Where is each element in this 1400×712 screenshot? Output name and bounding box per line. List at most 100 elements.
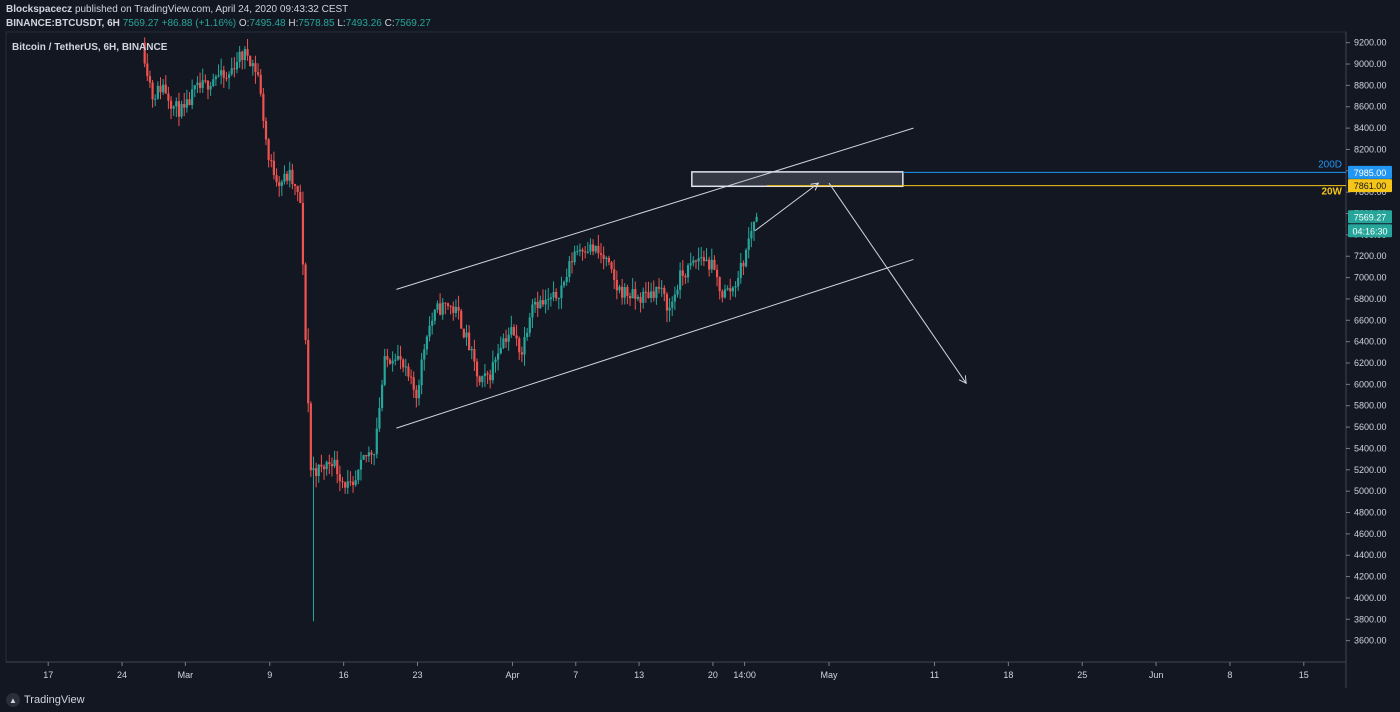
candle-body bbox=[143, 42, 146, 64]
candle-body bbox=[697, 258, 700, 262]
candle-body bbox=[694, 260, 698, 262]
candle-body bbox=[549, 297, 552, 300]
candle-body bbox=[568, 261, 571, 278]
candle-body bbox=[626, 287, 629, 296]
candle-body bbox=[286, 173, 289, 181]
candle-body bbox=[275, 175, 278, 183]
price-chart[interactable]: 200D 20W 9200.009000.008800.008600.008400… bbox=[0, 0, 1400, 688]
candle-body bbox=[673, 294, 676, 302]
author-name[interactable]: Blockspacecz bbox=[6, 4, 73, 15]
candle-body bbox=[354, 480, 357, 486]
candle-body bbox=[449, 305, 452, 307]
tradingview-logo-text: TradingView bbox=[24, 694, 85, 706]
plot-frame bbox=[5, 31, 1347, 663]
candle-body bbox=[668, 307, 671, 311]
chart-title: Bitcoin / TetherUS, 6H, BINANCE bbox=[12, 42, 168, 53]
candle-body bbox=[441, 302, 444, 315]
candle-body bbox=[359, 459, 363, 470]
price-tick-label: 8200.00 bbox=[1354, 144, 1387, 154]
candle-body bbox=[573, 251, 576, 263]
candle-body bbox=[689, 263, 692, 266]
candle-body bbox=[515, 335, 518, 339]
candle-body bbox=[407, 366, 410, 377]
candle-body bbox=[233, 68, 236, 70]
candle-body bbox=[631, 289, 634, 299]
candle-body bbox=[576, 251, 579, 253]
resistance-box[interactable] bbox=[691, 171, 904, 188]
candle-body bbox=[198, 82, 202, 88]
arrow-up-head bbox=[810, 182, 820, 191]
time-tick-label: 18 bbox=[1003, 670, 1013, 680]
candle-body bbox=[146, 63, 149, 77]
candle-body bbox=[483, 373, 487, 376]
level-name-200d: 200D bbox=[1318, 159, 1342, 170]
candle-body bbox=[256, 72, 260, 75]
candle-body bbox=[586, 251, 589, 253]
candle-body bbox=[452, 306, 455, 313]
price-tick-label: 6600.00 bbox=[1354, 315, 1387, 325]
candle-body bbox=[341, 481, 344, 483]
badge-200d-label: 7985.00 bbox=[1354, 168, 1387, 178]
candle-body bbox=[278, 182, 281, 187]
candle-body bbox=[383, 356, 386, 385]
candle-body bbox=[328, 462, 331, 465]
candle-body bbox=[565, 277, 568, 283]
candle-body bbox=[148, 76, 152, 83]
candle-body bbox=[454, 307, 458, 313]
candle-body bbox=[599, 253, 603, 255]
candle-body bbox=[710, 259, 713, 270]
candle-body bbox=[351, 481, 355, 486]
price-tick-label: 3800.00 bbox=[1354, 614, 1387, 624]
time-tick-label: 8 bbox=[1227, 670, 1232, 680]
candle-body bbox=[399, 356, 402, 360]
candle-body bbox=[660, 287, 663, 289]
candle-body bbox=[679, 270, 682, 290]
channel-lower-line[interactable] bbox=[396, 258, 914, 429]
candle-body bbox=[504, 338, 508, 342]
time-tick-label: 15 bbox=[1299, 670, 1309, 680]
candle-body bbox=[396, 356, 399, 360]
time-tick-label: Apr bbox=[505, 670, 519, 680]
price-tick-label: 9000.00 bbox=[1354, 59, 1387, 69]
last-price: 7569.27 bbox=[122, 18, 159, 29]
price-tick-label: 6200.00 bbox=[1354, 358, 1387, 368]
tradingview-logo[interactable]: ▲ TradingView bbox=[6, 693, 85, 707]
candle-body bbox=[288, 169, 291, 181]
candle-body bbox=[594, 245, 597, 252]
candle-body bbox=[388, 359, 392, 364]
price-tick-label: 6400.00 bbox=[1354, 337, 1387, 347]
candle-body bbox=[684, 275, 687, 278]
time-axis[interactable]: 17 24 Mar 9 16 23 Apr 7 13 20 14:00 May 11 18 25 Jun 8 15 bbox=[43, 662, 1309, 680]
channel-upper-line[interactable] bbox=[396, 127, 914, 290]
candle-body bbox=[676, 289, 679, 295]
candle-body bbox=[214, 76, 217, 80]
candle-body bbox=[665, 294, 669, 311]
candle-body bbox=[597, 245, 600, 254]
price-tick-label: 5800.00 bbox=[1354, 401, 1387, 411]
candle-body bbox=[634, 289, 637, 299]
price-axis[interactable]: 9200.00 9000.00 8800.00 8600.00 8400.00 8200.… bbox=[1346, 38, 1387, 646]
arrow-down-line[interactable] bbox=[828, 182, 967, 384]
candle-body bbox=[468, 332, 471, 351]
candle-body bbox=[618, 286, 621, 291]
level-name-20w: 20W bbox=[1321, 187, 1342, 198]
candle-body bbox=[518, 338, 521, 353]
candle-body bbox=[330, 464, 334, 467]
candle-body bbox=[217, 75, 220, 77]
time-tick-label: 14:00 bbox=[733, 670, 756, 680]
candle-body bbox=[486, 373, 489, 375]
candle-body bbox=[431, 320, 434, 326]
candle-body bbox=[235, 61, 239, 70]
candle-body bbox=[402, 359, 405, 368]
candle-body bbox=[185, 99, 188, 108]
candle-body bbox=[491, 362, 494, 381]
candle-body bbox=[562, 282, 566, 286]
candle-body bbox=[560, 285, 563, 299]
candle-body bbox=[307, 340, 310, 404]
time-tick-label: May bbox=[820, 670, 838, 680]
arrow-up-line[interactable] bbox=[754, 182, 819, 232]
candle-body bbox=[602, 254, 605, 260]
candle-body bbox=[338, 474, 341, 482]
candle-body bbox=[462, 328, 465, 338]
badge-20w-label: 7861.00 bbox=[1354, 181, 1387, 191]
